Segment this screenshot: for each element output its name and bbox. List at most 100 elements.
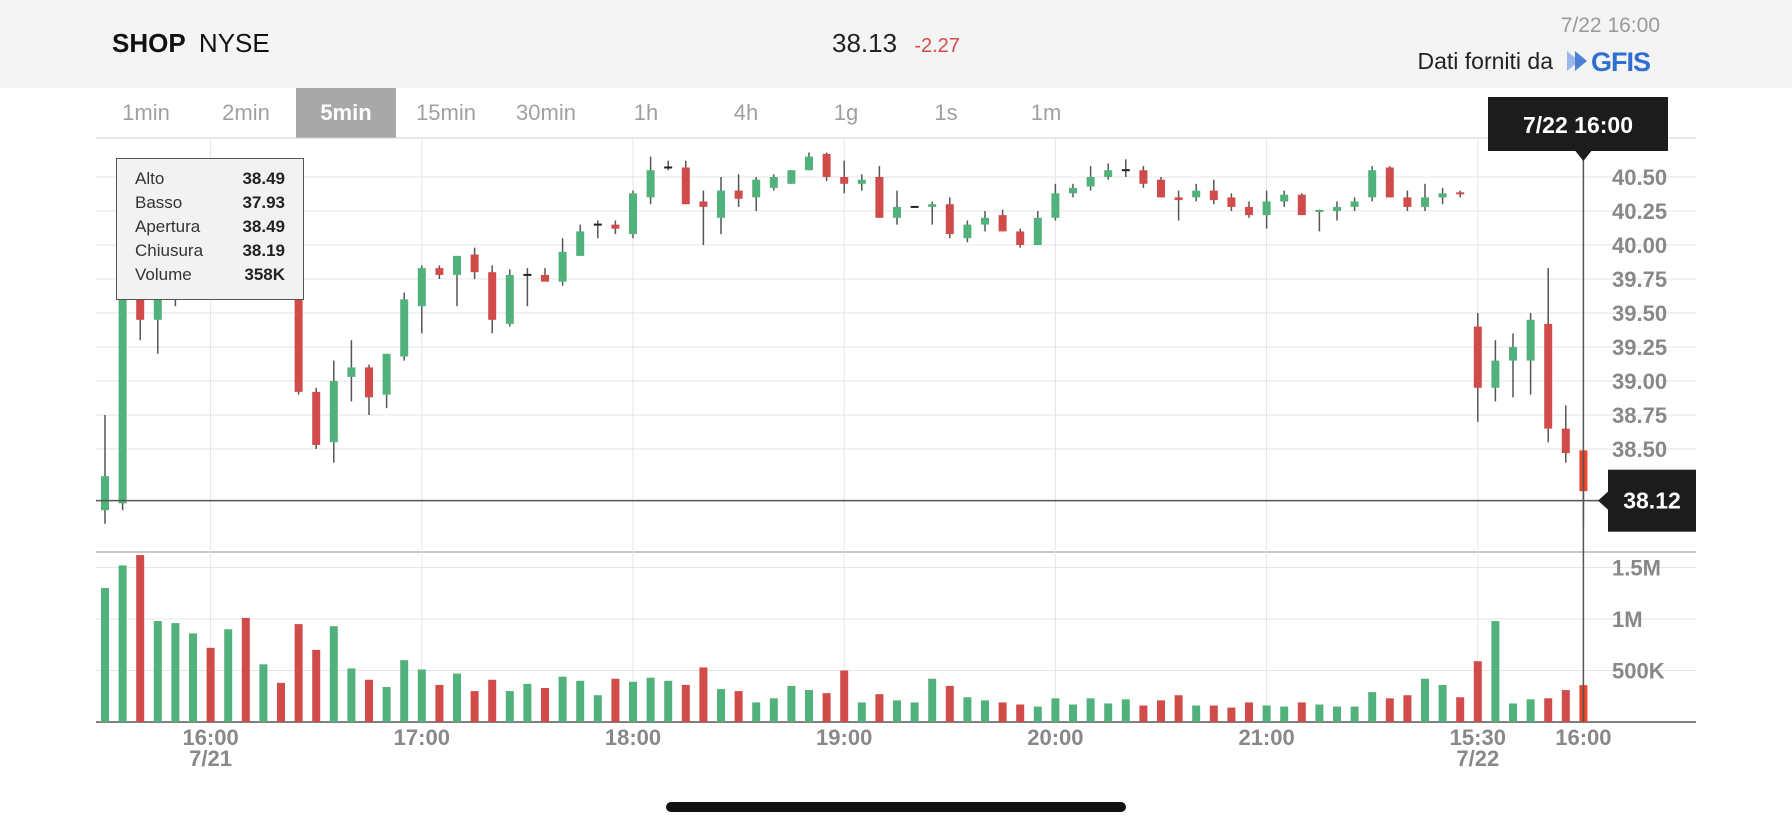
candle-body[interactable] — [400, 299, 409, 357]
volume-bar[interactable] — [241, 617, 250, 722]
candle-body[interactable] — [1209, 190, 1218, 201]
volume-bar[interactable] — [1315, 704, 1324, 722]
volume-bar[interactable] — [928, 678, 937, 722]
candle-body[interactable] — [1456, 192, 1465, 195]
tab-2min[interactable]: 2min — [222, 100, 270, 125]
candle-body[interactable] — [717, 190, 725, 218]
candle-body[interactable] — [893, 206, 901, 218]
candle-body[interactable] — [734, 190, 743, 199]
candle-body[interactable] — [1421, 197, 1429, 207]
tab-1g[interactable]: 1g — [833, 100, 859, 125]
volume-bar[interactable] — [1509, 703, 1517, 722]
volume-bar[interactable] — [1174, 695, 1183, 722]
volume-bar[interactable] — [717, 689, 725, 722]
candle-body[interactable] — [118, 279, 127, 504]
volume-bar[interactable] — [1033, 706, 1042, 722]
candle-body[interactable] — [981, 217, 989, 225]
tab-15min[interactable]: 15min — [416, 100, 476, 125]
candle-body[interactable] — [611, 224, 620, 229]
volume-bar[interactable] — [769, 698, 778, 722]
volume-bar[interactable] — [1438, 684, 1447, 722]
volume-bar[interactable] — [1297, 702, 1306, 722]
volume-bar[interactable] — [787, 685, 796, 722]
volume-bar[interactable] — [558, 676, 567, 722]
candle-body[interactable] — [1544, 323, 1553, 429]
candle-body[interactable] — [523, 273, 532, 276]
volume-bar[interactable] — [523, 683, 532, 722]
volume-bar[interactable] — [294, 624, 303, 722]
candle-body[interactable] — [101, 476, 109, 511]
volume-bar[interactable] — [118, 565, 127, 722]
volume-bar[interactable] — [1491, 621, 1500, 722]
volume-bar[interactable] — [1421, 678, 1429, 722]
candle-body[interactable] — [1245, 206, 1253, 216]
candle-body[interactable] — [294, 285, 303, 392]
volume-bar[interactable] — [734, 691, 743, 722]
candle-body[interactable] — [699, 201, 708, 207]
candle-body[interactable] — [681, 167, 690, 205]
candle-body[interactable] — [329, 381, 338, 443]
candle-body[interactable] — [1051, 193, 1060, 218]
volume-bar[interactable] — [1333, 706, 1341, 722]
volume-bar[interactable] — [365, 679, 373, 722]
volume-bar[interactable] — [277, 682, 285, 722]
candle-body[interactable] — [1069, 187, 1077, 194]
volume-bar[interactable] — [1561, 690, 1570, 722]
candle-body[interactable] — [1033, 217, 1042, 245]
volume-bar[interactable] — [998, 702, 1007, 722]
volume-bar[interactable] — [541, 688, 549, 722]
candle-body[interactable] — [1561, 428, 1570, 454]
volume-bar[interactable] — [189, 633, 197, 722]
volume-bar[interactable] — [1544, 698, 1553, 722]
candle-body[interactable] — [488, 272, 497, 320]
volume-bar[interactable] — [822, 693, 831, 722]
tab-1s[interactable]: 1s — [934, 100, 958, 125]
volume-bar[interactable] — [1086, 698, 1095, 722]
volume-bar[interactable] — [1526, 699, 1535, 722]
volume-bar[interactable] — [945, 685, 954, 722]
tab-1min[interactable]: 1min — [122, 100, 170, 125]
candle-body[interactable] — [998, 215, 1007, 232]
volume-bar[interactable] — [171, 623, 180, 722]
volume-bar[interactable] — [1245, 702, 1253, 722]
volume-bar[interactable] — [153, 621, 162, 722]
volume-bar[interactable] — [488, 679, 497, 722]
candle-body[interactable] — [417, 268, 426, 307]
tab-1h[interactable]: 1h — [633, 100, 659, 125]
candle-body[interactable] — [1368, 170, 1377, 198]
candle-body[interactable] — [805, 156, 813, 171]
candle-body[interactable] — [787, 170, 796, 184]
candle-body[interactable] — [365, 367, 373, 398]
volume-bar[interactable] — [435, 684, 444, 722]
candle-body[interactable] — [1280, 194, 1289, 202]
volume-bar[interactable] — [505, 691, 514, 722]
candle-body[interactable] — [541, 274, 549, 282]
volume-bar[interactable] — [206, 647, 215, 722]
volume-bar[interactable] — [453, 673, 461, 722]
volume-bar[interactable] — [963, 697, 972, 722]
candle-body[interactable] — [928, 204, 937, 207]
volume-bar[interactable] — [1262, 705, 1271, 722]
candle-body[interactable] — [857, 179, 866, 184]
candle-body[interactable] — [1509, 347, 1517, 361]
volume-bar[interactable] — [224, 629, 233, 722]
volume-bar[interactable] — [259, 664, 268, 722]
volume-bar[interactable] — [347, 668, 356, 722]
volume-bar[interactable] — [646, 677, 655, 722]
candle-body[interactable] — [1262, 201, 1271, 216]
candle-body[interactable] — [840, 177, 849, 184]
candle-body[interactable] — [347, 367, 356, 377]
candle-body[interactable] — [1227, 197, 1236, 207]
volume-bar[interactable] — [893, 700, 901, 722]
candle-body[interactable] — [629, 193, 637, 235]
volume-bar[interactable] — [382, 686, 391, 722]
candle-body[interactable] — [1333, 206, 1341, 211]
volume-bar[interactable] — [329, 626, 338, 722]
candle-body[interactable] — [945, 204, 954, 235]
volume-bar[interactable] — [1350, 706, 1359, 722]
candle-body[interactable] — [593, 223, 602, 226]
volume-bar[interactable] — [400, 660, 409, 722]
volume-bar[interactable] — [805, 690, 813, 722]
volume-bar[interactable] — [1473, 661, 1482, 722]
volume-bar[interactable] — [1157, 700, 1165, 722]
